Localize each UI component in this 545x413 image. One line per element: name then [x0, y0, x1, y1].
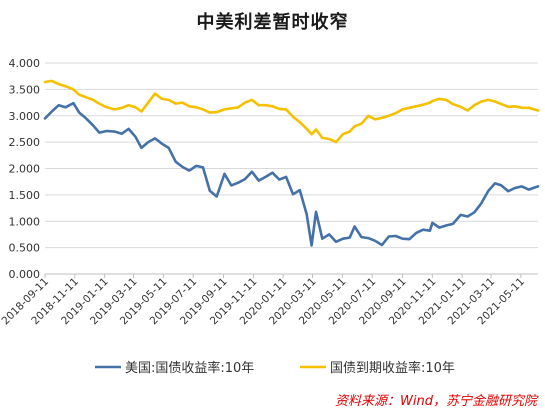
legend-label: 国债到期收益率:10年 — [330, 360, 455, 376]
series-line-0 — [43, 101, 540, 247]
y-tick-label: 4.000 — [9, 57, 41, 70]
y-tick-label: 0.500 — [9, 242, 41, 255]
legend: 美国:国债收益率:10年 国债到期收益率:10年 — [95, 360, 455, 376]
gridlines — [45, 62, 538, 275]
y-tick-label: 2.500 — [9, 136, 41, 149]
series-lines — [43, 79, 540, 247]
source-note: 资料来源：Wind，苏宁金融研究院 — [335, 394, 537, 409]
x-axis: 2018-09-112018-11-112019-01-112019-03-11… — [0, 273, 538, 327]
y-tick-label: 3.500 — [9, 83, 41, 96]
y-tick-label: 1.000 — [9, 215, 41, 228]
y-tick-label: 1.500 — [9, 189, 41, 202]
y-tick-label: 2.000 — [9, 163, 41, 176]
series-line-1 — [43, 79, 540, 144]
legend-label: 美国:国债收益率:10年 — [125, 360, 254, 376]
y-tick-label: 0.000 — [9, 268, 41, 281]
y-axis: 0.000 0.500 1.000 1.500 2.000 2.500 3.000 3.500… — [9, 57, 41, 281]
chart-title: 中美利差暂时收窄 — [196, 12, 349, 33]
y-tick-label: 3.000 — [9, 110, 41, 123]
